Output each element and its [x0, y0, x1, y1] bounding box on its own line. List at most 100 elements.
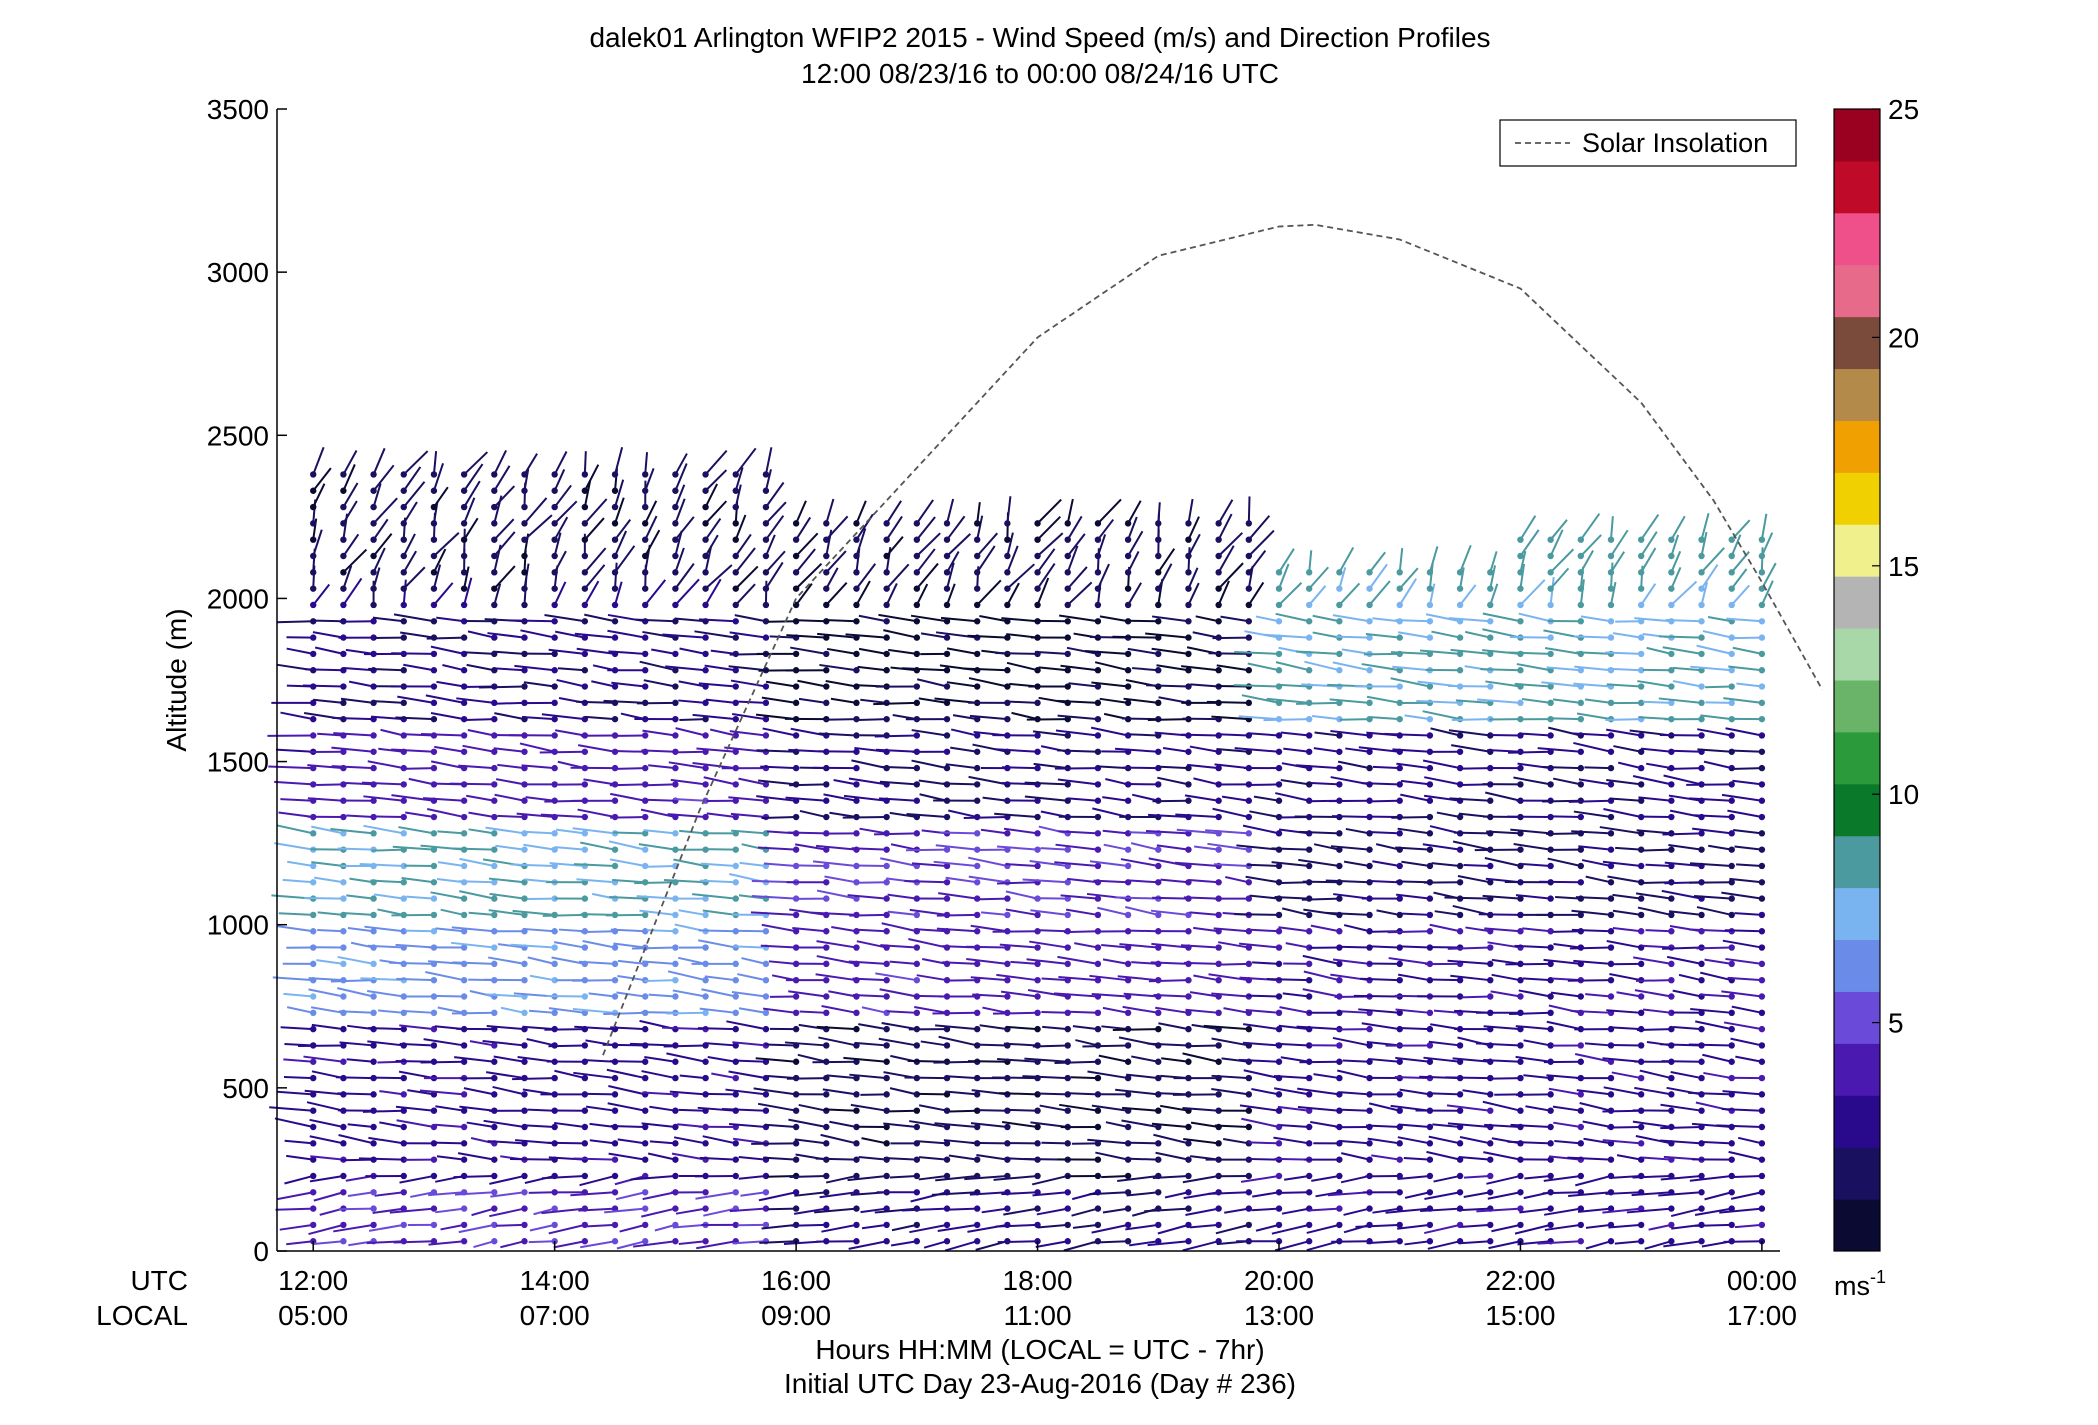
wind-barb	[889, 1087, 918, 1096]
wind-barb	[316, 959, 344, 965]
wind-barb	[946, 515, 966, 541]
wind-barb-dot	[400, 487, 407, 494]
wind-barb	[946, 498, 955, 524]
wind-barb	[721, 1107, 766, 1112]
wind-barb-dot	[642, 1189, 649, 1196]
wind-barb-dot	[1034, 1025, 1041, 1033]
wind-barb	[1615, 846, 1642, 851]
wind-barb	[539, 750, 585, 754]
wind-barb-dot	[400, 1025, 407, 1033]
wind-barb	[1700, 714, 1732, 721]
wind-barb-dot	[1004, 552, 1011, 560]
wind-barb	[1515, 1055, 1551, 1063]
wind-barb-dot	[702, 1009, 709, 1017]
wind-barb	[526, 1038, 555, 1047]
wind-barb	[824, 718, 857, 721]
wind-barb-dot	[1547, 1123, 1554, 1131]
wind-barb-dot	[491, 569, 498, 576]
wind-barb	[931, 1191, 978, 1196]
wind-barb	[469, 1040, 495, 1047]
wind-barb	[704, 975, 736, 982]
wind-barb-dot	[581, 503, 589, 511]
wind-barb	[459, 1105, 495, 1112]
wind-barb	[614, 1174, 646, 1186]
wind-barb	[697, 1027, 736, 1031]
wind-barb-dot	[1426, 1042, 1434, 1049]
wind-barb-dot	[883, 601, 890, 609]
wind-barb	[1099, 615, 1129, 623]
wind-barb-dot	[762, 569, 770, 576]
wind-barb	[848, 960, 887, 965]
wind-barb	[822, 1088, 857, 1096]
wind-barb	[760, 944, 797, 949]
wind-barb	[1721, 990, 1763, 998]
wind-barb-dot	[1456, 732, 1464, 739]
wind-barb	[889, 811, 917, 819]
wind-barb-dot	[1637, 634, 1645, 641]
wind-barb	[734, 533, 752, 557]
wind-barb	[1626, 1207, 1672, 1214]
wind-barb-dot	[642, 1074, 649, 1082]
wind-barb	[1387, 930, 1430, 934]
wind-barb	[1338, 567, 1347, 589]
wind-barb	[934, 1122, 978, 1129]
wind-barb-dot	[823, 846, 830, 853]
wind-barb-dot	[883, 569, 890, 576]
wind-barb	[788, 1118, 827, 1128]
wind-barb-dot	[551, 650, 558, 658]
wind-barb-dot	[1215, 879, 1222, 886]
wind-barb	[1422, 759, 1461, 770]
wind-barb	[342, 500, 358, 524]
wind-barb-dot	[762, 976, 770, 984]
wind-barb	[1461, 1223, 1491, 1228]
wind-barb	[997, 1058, 1038, 1063]
wind-barb	[1463, 1174, 1491, 1179]
wind-barb	[1251, 1088, 1280, 1096]
wind-barb	[556, 678, 586, 688]
wind-barb	[1117, 1174, 1159, 1182]
wind-barb-dot	[611, 960, 619, 968]
wind-barb-dot	[1305, 569, 1313, 576]
wind-barb	[1337, 1069, 1370, 1080]
wind-barb	[1275, 661, 1310, 672]
wind-barb	[1578, 845, 1612, 851]
wind-barb	[738, 1155, 767, 1161]
wind-barb-dot	[1607, 585, 1615, 592]
wind-barb-dot	[1366, 928, 1373, 935]
wind-barb-dot	[973, 1123, 981, 1131]
wind-barb	[399, 1174, 435, 1184]
wind-barb-dot	[1668, 585, 1675, 592]
wind-barb-dot	[883, 1042, 890, 1049]
wind-barb-dot	[370, 569, 377, 576]
wind-barb-dot	[581, 813, 589, 821]
wind-barb	[855, 563, 877, 590]
wind-barb-dot	[581, 1107, 589, 1114]
wind-barb	[1006, 661, 1038, 672]
wind-barb	[379, 1090, 404, 1096]
wind-barb	[1573, 959, 1612, 965]
wind-barb	[729, 1207, 766, 1213]
wind-barb-dot	[1185, 1205, 1192, 1212]
wind-barb-dot	[762, 618, 770, 625]
x-tick-label-local: 07:00	[520, 1300, 590, 1331]
wind-barb	[521, 764, 555, 770]
wind-barb-dot	[1487, 1238, 1494, 1245]
wind-barb	[1273, 1087, 1310, 1096]
wind-barb	[314, 619, 344, 623]
wind-barb-dot	[672, 960, 679, 968]
wind-barb-dot	[1124, 911, 1132, 919]
wind-barb	[1574, 1053, 1612, 1063]
wind-barb	[698, 682, 736, 688]
wind-barb	[735, 565, 759, 590]
wind-barb-dot	[642, 911, 649, 919]
wind-barb	[641, 1207, 676, 1218]
wind-barb-dot	[1396, 895, 1403, 902]
wind-barb-dot	[1517, 928, 1524, 935]
wind-barb	[1036, 1092, 1068, 1096]
colorbar-segment	[1834, 212, 1880, 266]
wind-barb	[1700, 547, 1725, 574]
wind-barb-dot	[1577, 1140, 1585, 1147]
wind-barb-dot	[1034, 797, 1041, 804]
wind-barb-dot	[1004, 585, 1011, 592]
wind-barb-dot	[792, 683, 800, 690]
